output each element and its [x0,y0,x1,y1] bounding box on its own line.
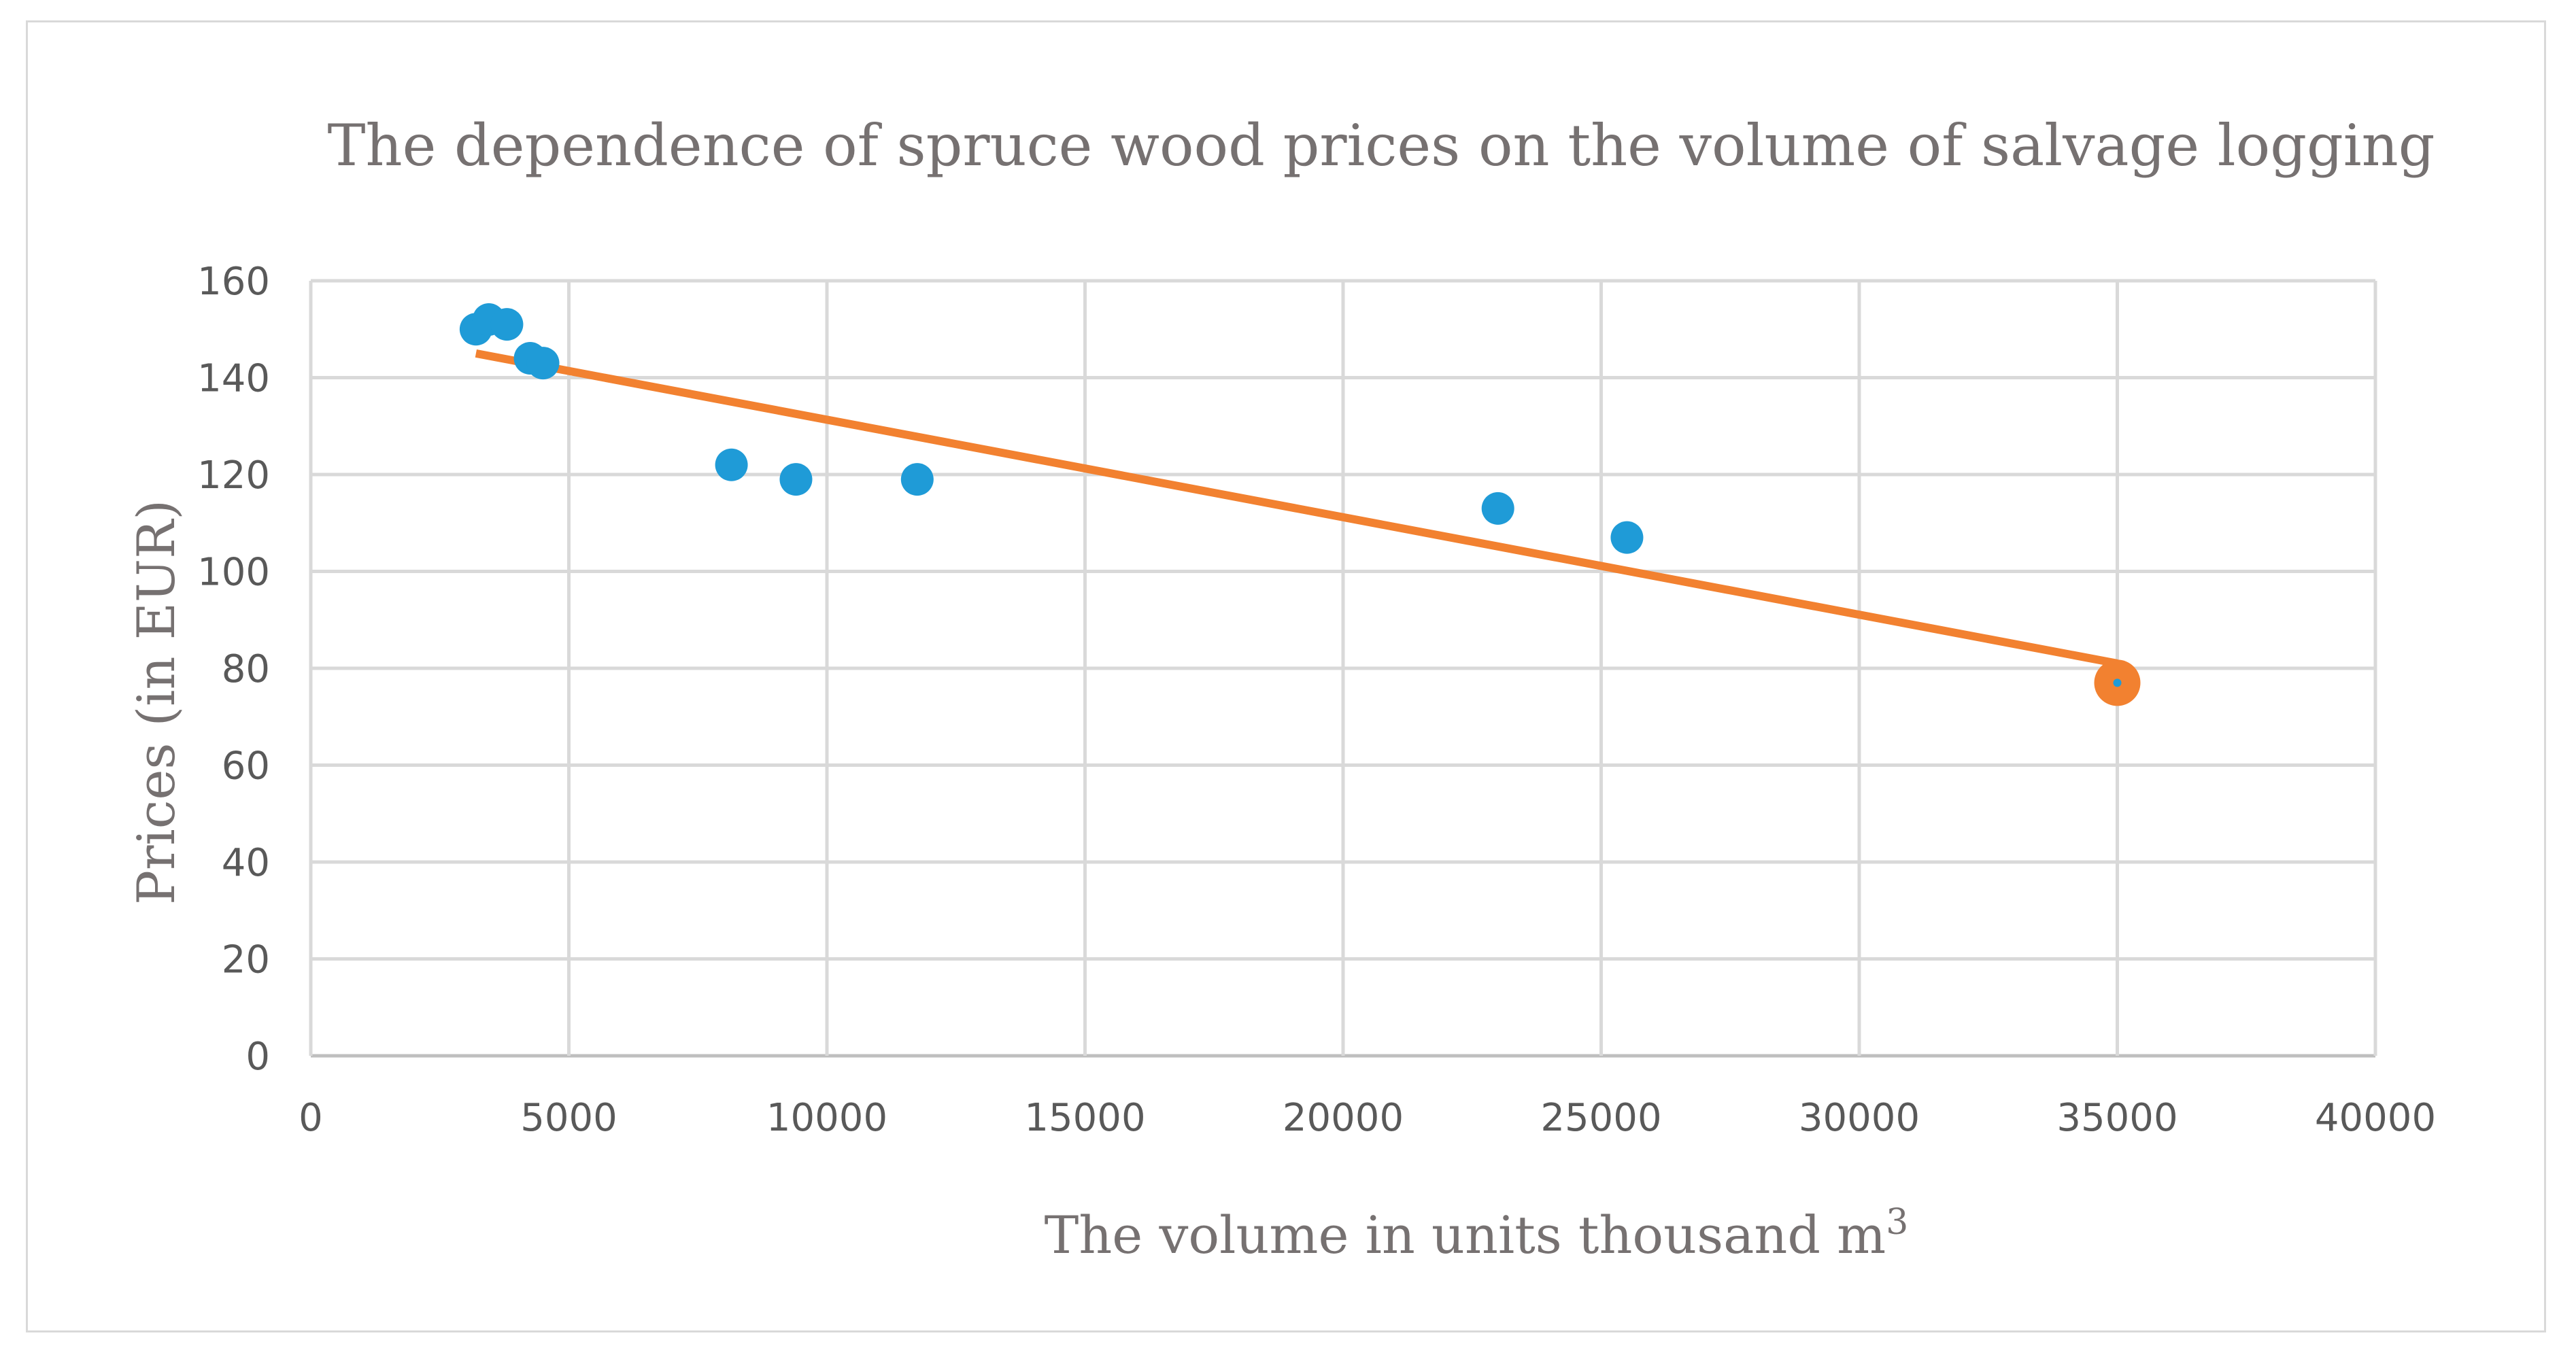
trendline-layer [475,349,2118,668]
x-axis-title-text: The volume in units thousand m [1045,1205,1886,1265]
x-tick-label: 5000 [520,1096,617,1140]
trendline [475,349,2118,668]
x-tick-label: 40000 [2315,1096,2436,1140]
chart-canvas: The dependence of spruce wood prices on … [126,112,2436,1265]
x-tick-label: 30000 [1799,1096,1920,1140]
tick-labels: 0 20 40 60 80 100 120 140 160 0 5000 10000 15000 2000… [197,260,2436,1140]
x-tick-label: 35000 [2056,1096,2177,1140]
y-tick-label: 60 [222,744,270,789]
y-tick-label: 80 [222,647,270,691]
y-tick-label: 120 [197,453,270,498]
data-point [490,308,524,341]
x-tick-label: 20000 [1283,1096,1404,1140]
data-point [1481,492,1514,525]
gridlines [309,279,2377,1058]
y-axis-title: Prices (in EUR) [126,500,186,905]
chart-title: The dependence of spruce wood prices on … [327,112,2435,179]
data-point [526,347,560,380]
x-tick-label: 0 [299,1096,323,1140]
y-tick-label: 140 [197,357,270,401]
x-axis-title: The volume in units thousand m3 [1045,1202,1909,1265]
data-point [900,463,934,496]
y-tick-label: 160 [197,260,270,304]
data-point [779,463,813,496]
y-tick-label: 40 [222,841,270,885]
x-tick-label: 10000 [766,1096,887,1140]
y-tick-label: 20 [222,938,270,982]
highlighted-point-center [2113,678,2122,687]
data-point [1610,521,1644,554]
x-tick-label: 25000 [1540,1096,1661,1140]
x-axis-title-superscript: 3 [1886,1202,1908,1243]
data-point [715,448,748,481]
chart-frame: The dependence of spruce wood prices on … [26,20,2546,1332]
y-tick-label: 100 [197,551,270,595]
x-tick-label: 15000 [1024,1096,1145,1140]
y-tick-label: 0 [245,1035,270,1079]
data-points [459,303,2141,706]
